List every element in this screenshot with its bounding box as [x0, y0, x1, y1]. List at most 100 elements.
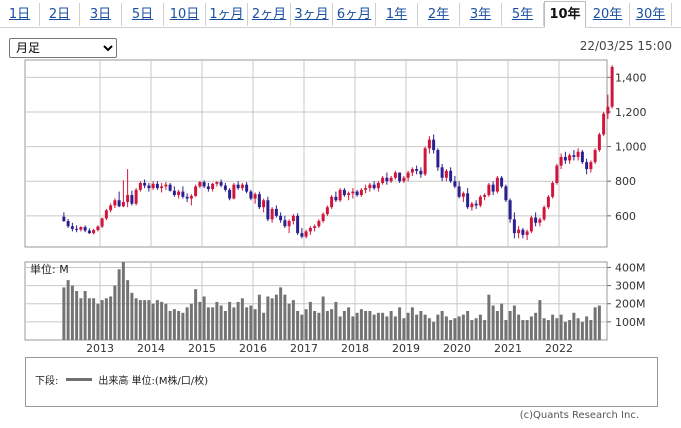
timestamp: 22/03/25 15:00 [579, 39, 672, 53]
candle-body [198, 182, 202, 187]
period-select[interactable]: 月足 [9, 38, 117, 58]
candle-body [228, 189, 232, 199]
candle-body [415, 169, 419, 171]
candle-body [589, 162, 593, 170]
volume-bar [211, 307, 215, 340]
candle-body [525, 231, 529, 235]
tab-1ヶ月[interactable]: 1ヶ月 [206, 3, 248, 26]
tab-label: 3日 [89, 7, 112, 22]
volume-bar [172, 309, 176, 340]
tab-1年[interactable]: 1年 [376, 3, 418, 26]
candle-body [168, 184, 172, 191]
volume-bar [402, 318, 406, 340]
candle-body [257, 194, 261, 208]
candle-body [113, 200, 117, 206]
volume-bar [555, 318, 559, 340]
tab-1日[interactable]: 1日 [0, 3, 40, 26]
volume-bar [100, 300, 104, 340]
tab-10年[interactable]: 10年 [544, 1, 586, 28]
volume-bar [66, 280, 70, 340]
x-axis-label: 2014 [137, 342, 165, 355]
volume-bar [181, 312, 185, 340]
candle-body [440, 167, 444, 178]
candle-body [202, 182, 206, 187]
candle-body [504, 186, 508, 201]
volume-bar [517, 314, 521, 340]
volume-bar [70, 285, 74, 340]
candle-body [585, 162, 589, 170]
candle-body [70, 226, 74, 229]
candle-body [593, 150, 597, 163]
volume-bar [559, 314, 563, 340]
volume-bar [398, 307, 402, 340]
tab-label: 20年 [592, 7, 623, 22]
volume-bar [113, 285, 117, 340]
volume-bar [317, 312, 321, 340]
tab-label: 5年 [511, 7, 534, 22]
tab-2ヶ月[interactable]: 2ヶ月 [248, 3, 291, 26]
candle-body [347, 193, 351, 196]
volume-bar [551, 314, 555, 340]
candle-body [172, 190, 176, 196]
tab-10日[interactable]: 10日 [164, 3, 206, 26]
candle-body [104, 210, 108, 219]
tab-30年[interactable]: 30年 [630, 3, 672, 26]
tab-3ヶ月[interactable]: 3ヶ月 [291, 3, 333, 26]
tab-6ヶ月[interactable]: 6ヶ月 [333, 3, 376, 26]
volume-bar [62, 287, 66, 340]
tab-20年[interactable]: 20年 [586, 3, 630, 26]
x-axis-label: 2018 [341, 342, 369, 355]
price-tick-label: 1,000 [615, 141, 647, 154]
tab-label: 2年 [427, 7, 450, 22]
volume-bar [126, 280, 130, 340]
volume-bar [279, 287, 283, 340]
x-axis-label: 2020 [443, 342, 471, 355]
candle-body [559, 156, 563, 166]
candle-body [491, 184, 495, 192]
volume-bar [117, 269, 121, 340]
candle-body [334, 196, 338, 201]
volume-bar [185, 307, 189, 340]
tab-2日[interactable]: 2日 [40, 3, 80, 26]
volume-bar [168, 310, 172, 340]
volume-bar [232, 307, 236, 340]
volume-bar [461, 314, 465, 340]
volume-bar [130, 292, 134, 340]
price-tick-label: 800 [615, 175, 636, 188]
volume-bar [376, 312, 380, 340]
candle-body [79, 227, 83, 230]
candle-body [223, 185, 227, 190]
candle-body [279, 215, 283, 221]
tab-3年[interactable]: 3年 [460, 3, 502, 26]
volume-bar [568, 320, 572, 340]
tab-label: 1日 [8, 7, 31, 22]
volume-bar [423, 314, 427, 340]
volume-bar [483, 320, 487, 340]
candle-body [83, 227, 87, 231]
candle-body [300, 233, 304, 237]
tab-label: 6ヶ月 [336, 7, 372, 22]
tab-label: 1ヶ月 [209, 7, 244, 22]
volume-bar [223, 310, 227, 340]
volume-bar [160, 301, 164, 340]
volume-bar [415, 314, 419, 340]
candle-body [521, 229, 525, 235]
volume-bar [240, 298, 244, 340]
candle-body [470, 203, 474, 208]
volume-bar [338, 316, 342, 340]
tab-3日[interactable]: 3日 [80, 3, 122, 26]
tab-5年[interactable]: 5年 [502, 3, 544, 26]
volume-bar [143, 300, 147, 340]
x-axis-label: 2015 [188, 342, 216, 355]
volume-bar [304, 309, 308, 340]
volume-tick-label: 400M [615, 261, 646, 274]
candle-body [138, 182, 142, 190]
volume-bar [538, 300, 542, 340]
candle-body [606, 106, 610, 114]
tab-2年[interactable]: 2年 [418, 3, 460, 26]
volume-bar [529, 316, 533, 340]
tab-5日[interactable]: 5日 [122, 3, 164, 26]
volume-bar [134, 298, 138, 340]
volume-bar [589, 320, 593, 340]
